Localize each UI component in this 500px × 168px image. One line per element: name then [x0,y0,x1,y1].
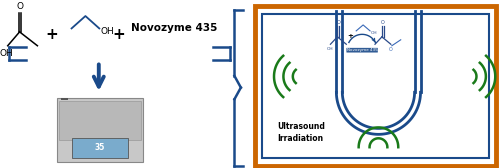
Bar [56,98,144,162]
Text: +: + [46,27,58,42]
Text: Novozyme 435: Novozyme 435 [346,48,378,52]
Text: O: O [336,20,340,25]
Text: O: O [381,20,385,25]
Bar [59,101,141,140]
Bar [72,138,128,158]
Text: +: + [348,33,353,39]
Text: OH: OH [0,49,13,58]
Text: 35: 35 [95,143,105,152]
Bar [254,6,496,165]
Text: OH: OH [100,27,114,36]
Text: Ultrasound
Irradiation: Ultrasound Irradiation [277,122,325,143]
Text: O: O [16,2,23,11]
Bar [262,14,489,158]
Text: +: + [112,27,125,42]
Bar [60,98,68,100]
Text: O: O [389,47,392,52]
Text: OH: OH [326,47,334,51]
Text: Novozyme 435: Novozyme 435 [131,23,218,33]
Text: OH: OH [370,31,377,35]
